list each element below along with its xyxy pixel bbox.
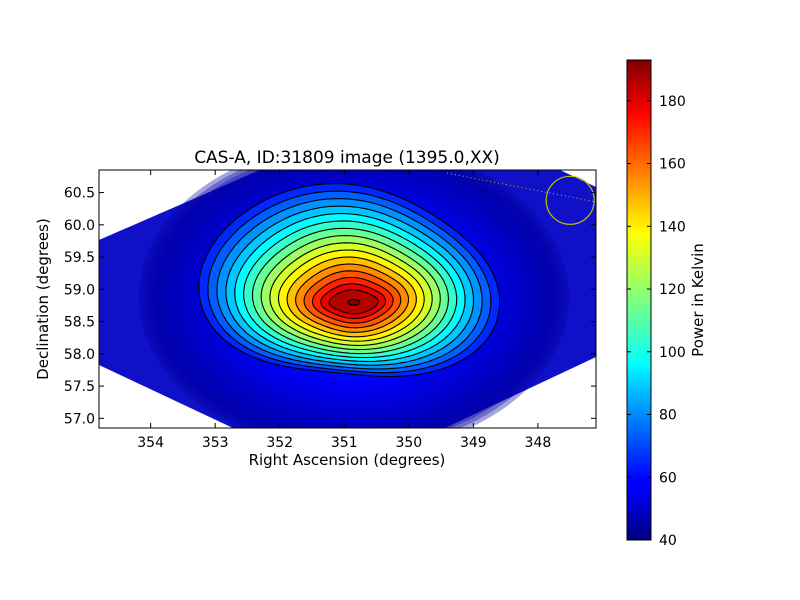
heatmap-group: [99, 170, 596, 428]
y-tick-label: 57.0: [64, 411, 95, 427]
x-tick-label: 352: [266, 435, 293, 451]
colorbar-tick-label: 40: [659, 533, 677, 549]
x-tick-label: 350: [395, 435, 422, 451]
y-tick-label: 60.0: [64, 218, 95, 234]
x-tick-label: 351: [331, 435, 358, 451]
x-axis-label: Right Ascension (degrees): [249, 451, 446, 469]
colorbar-label: Power in Kelvin: [689, 243, 707, 357]
peak-marker: [347, 298, 361, 306]
y-tick-label: 60.5: [64, 186, 95, 202]
plot-frame: [98, 169, 597, 429]
colorbar: 40 60 80 100 120 140 160 180 Power in Kelvin: [626, 59, 707, 549]
x-tick-label: 349: [460, 435, 487, 451]
x-axis-ticks: 354 353 352 351 350 349 348: [137, 170, 551, 451]
chart-title: CAS-A, ID:31809 image (1395.0,XX): [194, 148, 500, 168]
beam-circle: [545, 175, 595, 225]
colorbar-tick-label: 100: [659, 345, 686, 361]
colorbar-tick-label: 60: [659, 470, 677, 486]
plot-area: 354 353 352 351 350 349 348 57.0 57.5 58.0 58.5 59…: [64, 169, 597, 451]
colorbar-gradient: [626, 59, 652, 541]
y-tick-label: 57.5: [64, 379, 95, 395]
y-axis-ticks: 57.0 57.5 58.0 58.5 59.0 59.5 60.0 60.5: [64, 186, 596, 427]
y-tick-label: 58.5: [64, 315, 95, 331]
y-axis-label: Declination (degrees): [34, 218, 52, 380]
y-tick-label: 59.5: [64, 250, 95, 266]
x-tick-label: 353: [202, 435, 229, 451]
x-tick-label: 354: [137, 435, 164, 451]
y-tick-label: 58.0: [64, 347, 95, 363]
colorbar-tick-label: 120: [659, 282, 686, 298]
contour-lines: [198, 183, 501, 378]
colorbar-tick-label: 140: [659, 219, 686, 235]
x-tick-label: 348: [525, 435, 552, 451]
beam-marker: [446, 172, 596, 225]
colorbar-tick-label: 160: [659, 157, 686, 173]
y-tick-label: 59.0: [64, 282, 95, 298]
colorbar-tick-label: 80: [659, 408, 677, 424]
colorbar-tick-label: 180: [659, 94, 686, 110]
colorbar-ticks: 40 60 80 100 120 140 160 180: [627, 94, 686, 549]
